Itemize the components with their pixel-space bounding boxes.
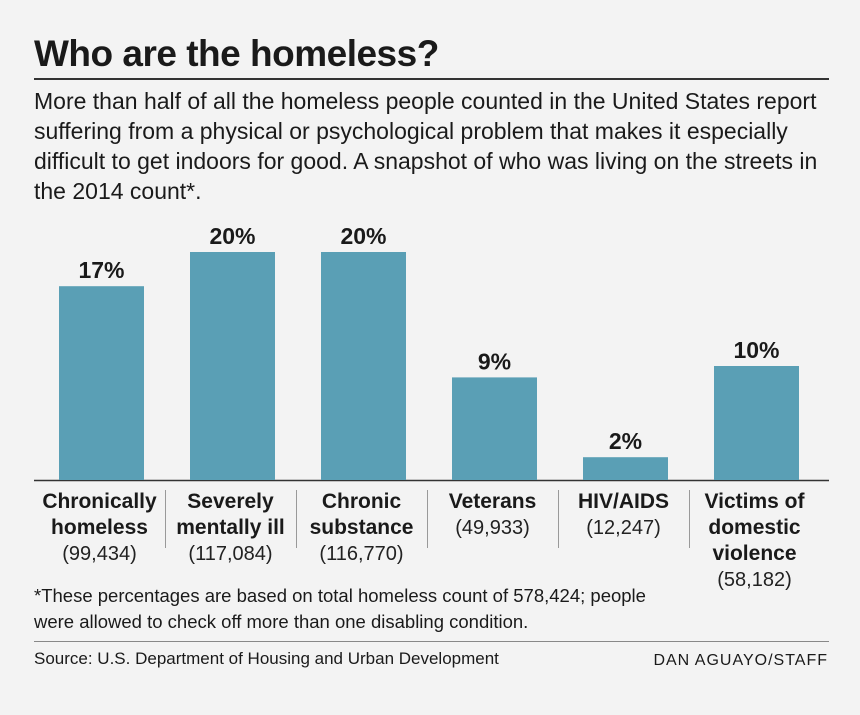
category-label: Veterans (49,933) bbox=[427, 489, 558, 541]
category-label: HIV/AIDS (12,247) bbox=[558, 489, 689, 541]
bar-value-label: 2% bbox=[609, 428, 642, 454]
category-label: Victims of domestic violence (58,182) bbox=[689, 489, 820, 593]
bar-value-label: 10% bbox=[733, 337, 779, 363]
chart-title: Who are the homeless? bbox=[34, 33, 439, 74]
footnote: *These percentages are based on total ho… bbox=[34, 585, 646, 632]
category-count: (117,084) bbox=[188, 543, 273, 565]
bar bbox=[59, 286, 144, 480]
column-separator bbox=[689, 490, 690, 548]
category-label: Severely mentally ill (117,084) bbox=[165, 489, 296, 567]
bar-value-label: 9% bbox=[478, 348, 511, 374]
category-name: Chronic substance bbox=[309, 490, 414, 539]
title-rule bbox=[34, 78, 829, 80]
bar bbox=[321, 252, 406, 480]
column-separator bbox=[165, 490, 166, 548]
category-name: HIV/AIDS bbox=[577, 490, 669, 513]
chart-subtitle: More than half of all the homeless peopl… bbox=[34, 88, 818, 204]
bar-value-label: 17% bbox=[78, 257, 124, 283]
bar bbox=[190, 252, 275, 480]
credit-line: DAN AGUAYO/STAFF bbox=[653, 652, 828, 669]
category-count: (12,247) bbox=[586, 517, 661, 539]
category-count: (58,182) bbox=[717, 569, 792, 591]
bar bbox=[452, 377, 537, 480]
category-count: (49,933) bbox=[455, 517, 530, 539]
bar bbox=[714, 366, 799, 480]
category-name: Chronically homeless bbox=[42, 490, 157, 539]
column-separator bbox=[558, 490, 559, 548]
bar-value-label: 20% bbox=[340, 223, 386, 249]
category-name: Veterans bbox=[448, 490, 537, 513]
category-count: (116,770) bbox=[319, 543, 404, 565]
category-count: (99,434) bbox=[62, 543, 137, 565]
source-rule bbox=[34, 641, 829, 642]
column-separator bbox=[427, 490, 428, 548]
category-label: Chronic substance (116,770) bbox=[296, 489, 427, 567]
bar bbox=[583, 457, 668, 480]
column-separator bbox=[296, 490, 297, 548]
category-name: Severely mentally ill bbox=[176, 490, 285, 539]
category-name: Victims of domestic violence bbox=[704, 490, 805, 565]
source-line: Source: U.S. Department of Housing and U… bbox=[34, 649, 499, 668]
category-label: Chronically homeless (99,434) bbox=[34, 489, 165, 567]
bar-value-label: 20% bbox=[209, 223, 255, 249]
